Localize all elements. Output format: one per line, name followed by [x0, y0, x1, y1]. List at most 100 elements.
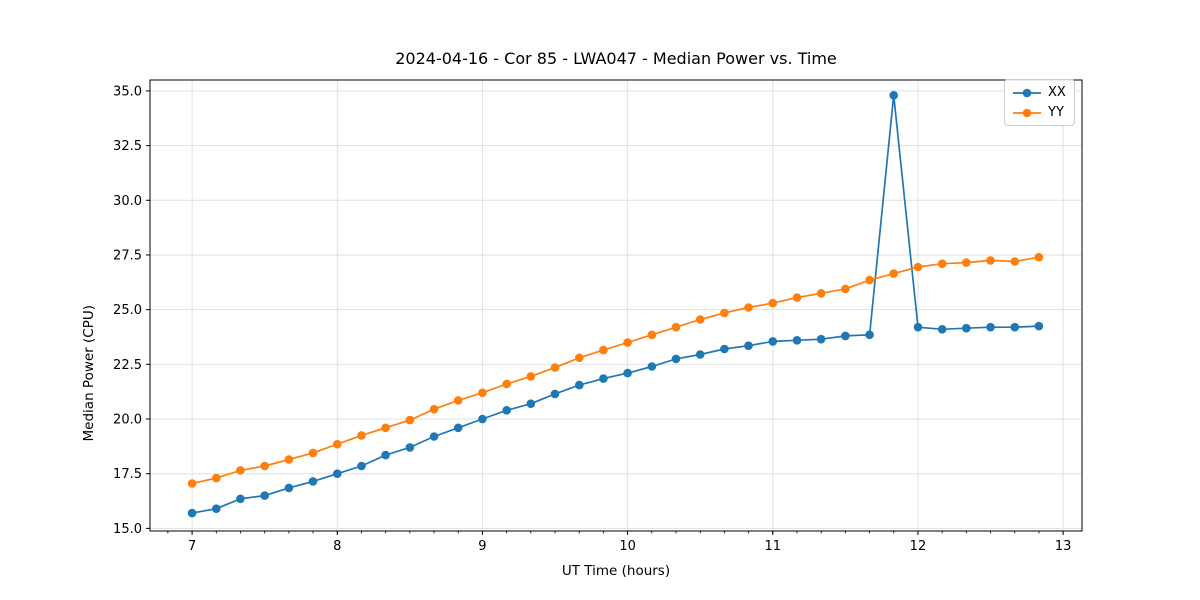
x-tick-label: 10 — [619, 539, 636, 554]
data-point-xx — [1034, 321, 1044, 331]
data-point-yy — [550, 363, 560, 372]
data-point-yy — [623, 338, 632, 347]
x-tick-label: 9 — [478, 539, 486, 554]
series-line-yy — [191, 256, 1040, 485]
y-tick-label: 35.0 — [113, 84, 142, 99]
chart-title: 2024-04-16 - Cor 85 - LWA047 - Median Po… — [395, 49, 837, 68]
data-point-xx — [429, 432, 439, 441]
data-point-yy — [599, 345, 608, 355]
data-point-xx — [333, 469, 342, 479]
data-point-xx — [889, 91, 898, 100]
data-point-xx — [816, 334, 826, 344]
data-point-xx — [550, 389, 560, 399]
data-point-yy — [986, 256, 995, 265]
data-point-yy — [695, 315, 705, 324]
data-point-xx — [308, 477, 318, 486]
legend-swatch-icon — [1013, 108, 1041, 117]
x-tick-label: 13 — [1055, 539, 1072, 554]
data-point-yy — [647, 330, 657, 340]
data-point-yy — [381, 423, 390, 433]
data-point-xx — [647, 362, 657, 371]
data-point-yy — [333, 439, 342, 449]
x-tick-label: 11 — [765, 539, 782, 554]
data-point-yy — [212, 473, 221, 483]
data-point-xx — [236, 494, 245, 504]
data-point-xx — [841, 331, 850, 341]
data-point-xx — [937, 325, 947, 334]
axes-frame — [149, 79, 1083, 532]
legend-item: YY — [1012, 104, 1066, 121]
data-point-xx — [695, 350, 705, 359]
data-point-yy — [405, 415, 415, 425]
y-tick-label: 30.0 — [113, 194, 142, 209]
legend-swatch-icon — [1013, 88, 1041, 97]
data-point-xx — [212, 504, 221, 513]
data-point-xx — [768, 337, 778, 346]
data-point-yy — [913, 262, 923, 272]
data-point-yy — [792, 293, 802, 302]
data-point-xx — [284, 483, 294, 493]
legend: XX YY — [1004, 79, 1075, 126]
data-point-yy — [744, 303, 753, 312]
data-point-yy — [841, 284, 850, 294]
data-point-xx — [599, 374, 608, 383]
y-axis-label-text: Median Power (CPU) — [81, 304, 97, 442]
data-point-xx — [478, 414, 487, 424]
legend-label: YY — [1048, 105, 1064, 120]
data-point-yy — [429, 404, 439, 414]
data-point-yy — [889, 269, 898, 278]
data-point-xx — [187, 508, 197, 518]
data-point-xx — [453, 423, 463, 433]
y-tick-label: 32.5 — [113, 139, 142, 154]
data-point-yy — [962, 258, 971, 267]
data-point-xx — [526, 399, 536, 409]
legend-label: XX — [1048, 85, 1066, 100]
data-point-yy — [1010, 257, 1020, 266]
data-point-xx — [962, 323, 971, 333]
data-point-xx — [913, 322, 923, 332]
data-point-yy — [260, 461, 270, 471]
data-point-yy — [865, 275, 874, 285]
y-tick-label: 22.5 — [113, 358, 142, 373]
data-point-xx — [671, 354, 681, 364]
y-tick-label: 25.0 — [113, 303, 142, 318]
data-point-xx — [381, 450, 390, 460]
data-point-yy — [308, 448, 318, 458]
y-tick-label: 27.5 — [113, 248, 142, 263]
data-point-xx — [720, 344, 729, 354]
data-point-xx — [502, 406, 512, 415]
data-point-yy — [502, 379, 512, 389]
legend-item: XX — [1012, 84, 1066, 101]
y-tick-label: 17.5 — [113, 467, 142, 482]
data-point-xx — [986, 322, 995, 332]
data-point-yy — [671, 322, 681, 332]
data-point-xx — [623, 368, 632, 378]
data-point-xx — [744, 341, 753, 351]
data-point-xx — [575, 380, 584, 390]
y-tick-label: 15.0 — [113, 522, 142, 537]
data-point-yy — [478, 388, 487, 398]
data-point-yy — [816, 289, 826, 298]
y-tick-label: 20.0 — [113, 413, 142, 428]
data-point-yy — [453, 396, 463, 405]
data-point-xx — [405, 443, 415, 452]
data-point-xx — [1010, 322, 1020, 332]
data-point-yy — [526, 372, 536, 381]
data-point-yy — [937, 259, 947, 269]
data-point-xx — [865, 330, 874, 340]
data-point-yy — [575, 353, 584, 363]
x-tick-label: 8 — [333, 539, 341, 554]
x-axis-label: UT Time (hours) — [561, 563, 671, 579]
data-point-yy — [284, 455, 294, 464]
data-point-yy — [357, 431, 366, 440]
data-point-xx — [357, 461, 366, 471]
data-point-yy — [720, 308, 729, 318]
data-point-xx — [260, 491, 270, 500]
data-point-xx — [792, 336, 802, 345]
x-tick-label: 7 — [188, 539, 196, 554]
data-point-yy — [236, 466, 245, 475]
data-point-yy — [187, 479, 197, 488]
data-point-yy — [768, 298, 778, 308]
